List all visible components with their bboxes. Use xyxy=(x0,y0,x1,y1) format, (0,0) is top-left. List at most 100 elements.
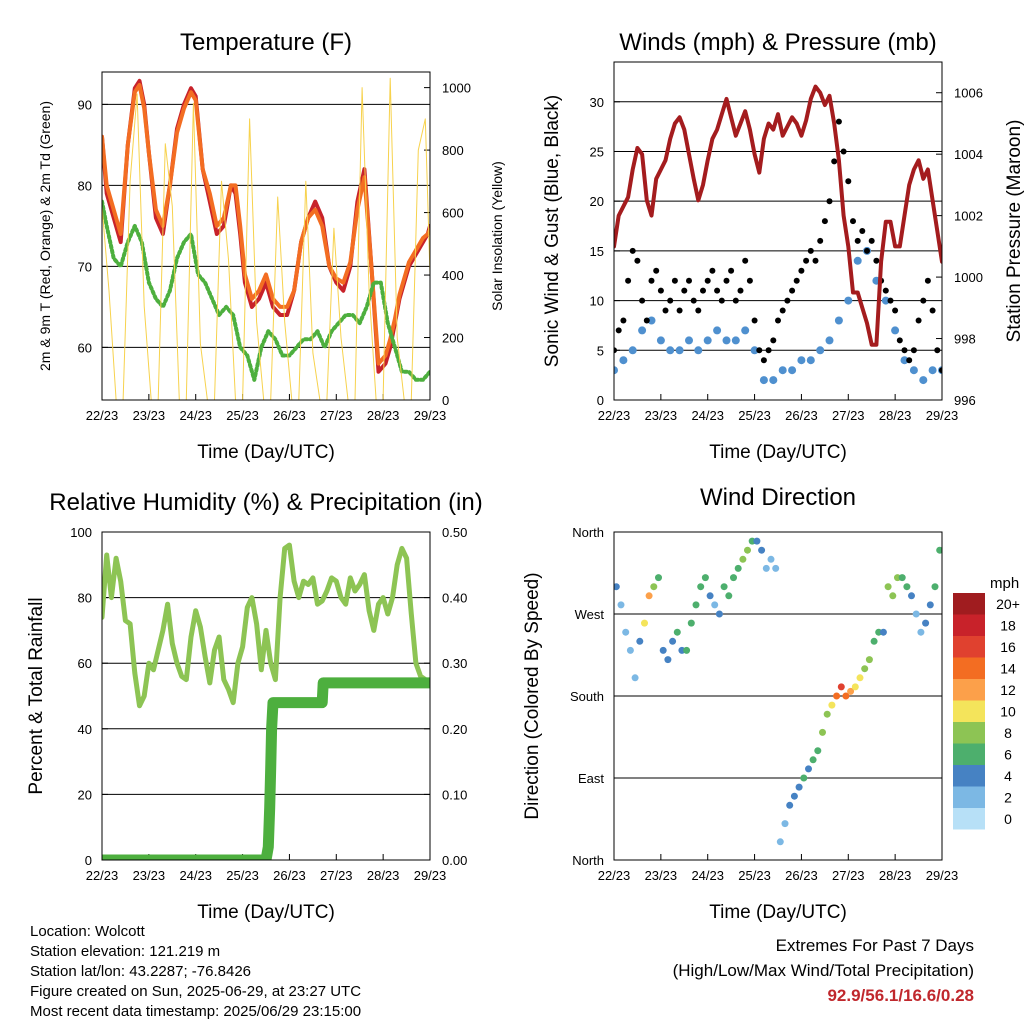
x-tick-label: 27/23 xyxy=(320,408,353,423)
direction-point xyxy=(870,637,878,645)
pressure-line xyxy=(614,84,942,347)
x-tick-label: 28/23 xyxy=(879,868,912,883)
y-axis-label: Direction (Colored By Speed) xyxy=(522,572,543,819)
x-tick-label: 26/23 xyxy=(785,408,818,423)
y-tick-label: 60 xyxy=(78,656,92,671)
gust-point xyxy=(892,307,899,314)
direction-point xyxy=(706,592,714,600)
gust-point xyxy=(901,347,908,354)
legend-label: 8 xyxy=(1004,725,1012,741)
direction-point xyxy=(673,628,681,636)
station-latlon: Station lat/lon: 43.2287; -76.8426 xyxy=(30,963,252,980)
x-axis-label: Time (Day/UTC) xyxy=(709,902,847,923)
gust-point xyxy=(728,267,735,274)
wind-point xyxy=(769,376,778,385)
td2m-line xyxy=(102,199,430,382)
y2-tick-label: 1002 xyxy=(954,209,983,224)
legend-swatch xyxy=(953,808,985,830)
gust-point xyxy=(854,237,861,244)
gust-point xyxy=(812,257,819,264)
panel-1: Temperature (F) Time (Day/UTC) 60 70 80 90 0 20… xyxy=(37,29,505,463)
gust-point xyxy=(817,237,824,244)
direction-point xyxy=(908,592,915,600)
wind-point xyxy=(638,326,647,335)
y2-tick-label: 800 xyxy=(442,143,464,158)
wind-point xyxy=(788,366,797,375)
wind-point xyxy=(713,326,722,335)
y-tick-label: West xyxy=(575,607,605,622)
solar-line xyxy=(102,77,430,400)
recent-timestamp: Most recent data timestamp: 2025/06/29 2… xyxy=(30,1003,362,1020)
station-elevation: Station elevation: 121.219 m xyxy=(30,943,221,960)
chart-title: Temperature (F) xyxy=(180,29,352,56)
precip-line xyxy=(102,677,430,860)
wind-point xyxy=(656,336,665,345)
x-tick-label: 24/23 xyxy=(691,868,724,883)
direction-point xyxy=(758,546,766,554)
x-tick-label: 23/23 xyxy=(645,408,678,423)
direction-point xyxy=(931,583,939,591)
y2-tick-label: 0.10 xyxy=(442,787,467,802)
legend-swatch xyxy=(953,765,985,787)
y2-tick-label: 996 xyxy=(954,393,976,408)
gust-point xyxy=(934,347,941,354)
direction-point xyxy=(828,701,836,709)
gust-point xyxy=(756,347,763,354)
y2-tick-label: 0.20 xyxy=(442,722,467,737)
direction-point xyxy=(884,583,892,591)
y-tick-label: 10 xyxy=(590,294,604,309)
gust-point xyxy=(765,347,772,354)
wind-point xyxy=(731,336,740,345)
x-tick-label: 22/23 xyxy=(86,408,119,423)
gust-point xyxy=(700,287,706,294)
legend-swatch xyxy=(953,593,985,615)
gust-point xyxy=(643,317,650,324)
x-tick-label: 23/23 xyxy=(133,408,166,423)
y-tick-label: 20 xyxy=(590,194,604,209)
wind-point xyxy=(797,356,806,365)
gust-point xyxy=(695,307,702,314)
direction-point xyxy=(683,646,691,654)
x-tick-label: 22/23 xyxy=(598,408,631,423)
x-tick-label: 26/23 xyxy=(273,408,306,423)
direction-point xyxy=(809,756,817,764)
y-axis-label: Sonic Wind & Gust (Blue, Black) xyxy=(542,95,563,367)
station-info: Location: Wolcott Station elevation: 121… xyxy=(30,922,361,1022)
legend-swatch xyxy=(953,636,985,658)
direction-point xyxy=(687,619,695,627)
gust-point xyxy=(939,367,942,374)
wind-point xyxy=(647,316,656,325)
gust-point xyxy=(779,307,786,314)
x-tick-label: 29/23 xyxy=(926,868,959,883)
legend-label: 12 xyxy=(1000,682,1016,698)
plot-frame xyxy=(101,531,431,861)
gust-point xyxy=(798,267,805,274)
direction-point xyxy=(833,692,841,700)
direction-point xyxy=(641,619,648,627)
y2-tick-label: 1000 xyxy=(442,81,471,96)
legend-label: 16 xyxy=(1000,639,1016,655)
direction-point xyxy=(711,601,719,609)
direction-point xyxy=(903,583,911,591)
direction-point xyxy=(865,656,873,664)
wind-point xyxy=(900,356,909,365)
x-tick-label: 23/23 xyxy=(645,868,678,883)
wind-point xyxy=(759,376,768,385)
wind-point xyxy=(619,356,628,365)
direction-point xyxy=(701,574,709,582)
direction-point xyxy=(617,601,625,609)
t2m-line xyxy=(102,78,430,374)
wind-point xyxy=(806,356,815,365)
x-tick-label: 25/23 xyxy=(226,868,259,883)
gust-point xyxy=(676,307,683,314)
direction-point xyxy=(786,801,794,809)
legend-label: 20+ xyxy=(996,596,1020,612)
wind-point xyxy=(722,336,731,345)
gust-point xyxy=(784,297,791,304)
rh-line xyxy=(102,542,430,709)
y2-tick-label: 998 xyxy=(954,332,976,347)
wind-point xyxy=(750,346,759,355)
wind-point xyxy=(881,296,890,305)
direction-point xyxy=(898,574,906,582)
